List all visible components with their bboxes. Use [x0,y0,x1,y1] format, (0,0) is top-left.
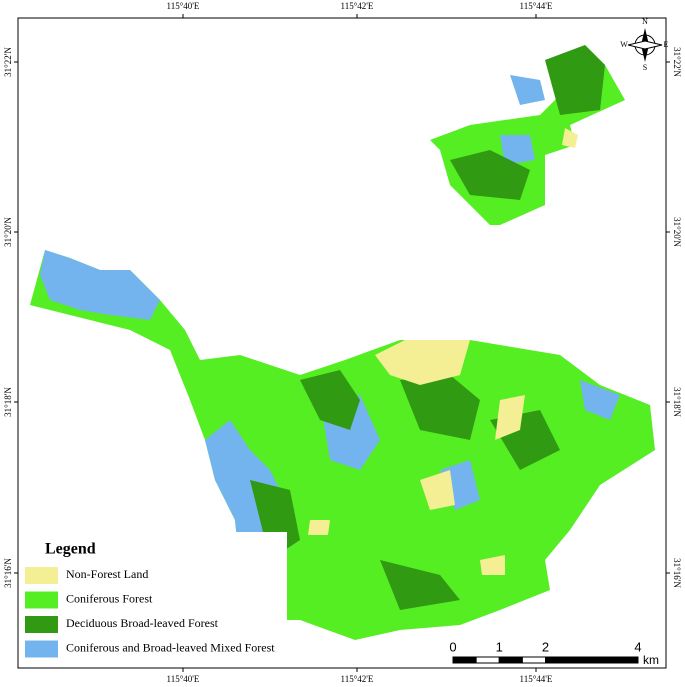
legend-label: Coniferous and Broad-leaved Mixed Forest [66,640,275,654]
scale-unit: km [643,653,659,667]
legend-box [19,532,287,667]
legend-swatch [25,567,58,584]
region [580,380,620,420]
coord-label: 31°20'N [672,217,682,247]
legend: Legend Non-Forest Land Coniferous Forest D… [19,532,287,667]
compass-n: N [642,17,648,26]
scale-label: 4 [634,639,641,654]
coord-label: 31°18'N [3,387,13,417]
region [480,555,505,575]
scale-label: 0 [449,639,456,654]
region [510,75,545,105]
region [562,128,578,148]
legend-swatch [25,591,58,609]
coord-label: 31°16'N [3,558,13,588]
compass-w: W [620,40,628,49]
region [495,395,525,440]
legend-label: Deciduous Broad-leaved Forest [66,616,219,630]
coord-label: 115°44'E [520,674,553,684]
region [375,340,470,385]
region [545,45,605,115]
region [500,135,535,165]
legend-swatch [25,640,58,658]
coord-label: 115°44'E [520,1,553,11]
scale-segment [475,656,500,664]
compass: N S W E [620,17,668,72]
scale-segment [521,656,546,664]
region [420,470,455,510]
coord-label: 115°40'E [167,674,200,684]
coord-label: 115°40'E [167,1,200,11]
coord-label: 115°42'E [341,674,374,684]
land-cover [30,45,655,640]
compass-s: S [643,63,647,72]
coord-label: 31°16'N [672,558,682,588]
region [40,250,160,320]
region [450,150,530,200]
coord-label: 31°18'N [672,387,682,417]
coord-label: 31°22'N [3,47,13,77]
scale-label: 1 [496,639,503,654]
legend-label: Non-Forest Land [66,567,148,581]
compass-needle [627,40,663,50]
legend-swatch [25,616,58,633]
region [250,480,300,560]
region [300,370,360,430]
compass-e: E [664,40,669,49]
scale-segment [452,656,477,664]
region [380,560,460,610]
coord-label: 115°42'E [341,1,374,11]
scale-segment [498,656,523,664]
region [308,520,330,535]
scale-label: 2 [542,639,549,654]
legend-title: Legend [45,541,96,558]
coord-label: 31°20'N [3,217,13,247]
scale-bar: 0 1 2 4km [449,639,659,667]
scale-segment [545,656,639,664]
legend-label: Coniferous Forest [66,591,153,605]
region [400,375,480,440]
coord-label: 31°22'N [672,47,682,77]
